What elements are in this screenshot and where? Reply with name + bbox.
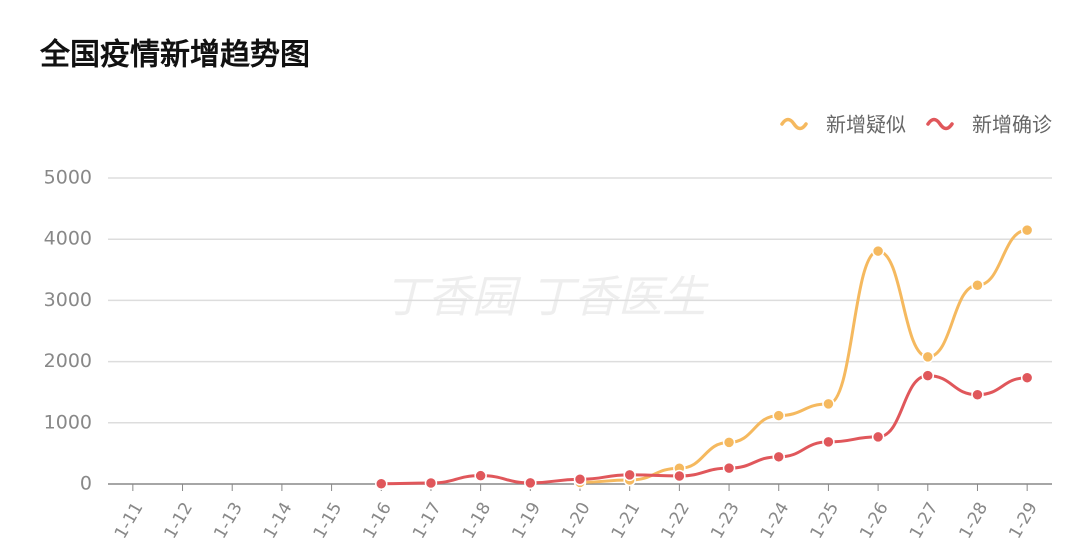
legend-icon (780, 117, 808, 131)
x-tick-label: 1-23 (707, 499, 744, 542)
data-point (673, 469, 686, 483)
x-tick-label: 1-21 (608, 499, 645, 542)
y-tick-label: 5000 (44, 167, 92, 189)
data-point (822, 397, 835, 411)
y-tick-label: 1000 (44, 411, 92, 433)
x-tick-label: 1-25 (806, 499, 843, 542)
x-tick-label: 1-20 (558, 499, 595, 542)
y-tick-label: 4000 (44, 228, 92, 250)
x-tick-label: 1-17 (409, 499, 446, 542)
data-point (375, 477, 388, 491)
data-point (722, 461, 736, 475)
data-point (772, 409, 785, 422)
data-point (1020, 223, 1034, 237)
data-point (623, 468, 636, 482)
series-line (579, 228, 1028, 484)
data-point (971, 278, 984, 292)
legend-label: 新增疑似 (826, 113, 906, 137)
chart-title: 全国疫情新增趋势图 (39, 38, 310, 73)
x-tick-label: 1-12 (161, 499, 198, 542)
data-point (871, 430, 885, 444)
watermark: 丁香园 丁香医生 (384, 272, 709, 323)
data-point (921, 369, 935, 382)
x-tick-label: 1-13 (210, 499, 247, 542)
data-point (772, 450, 785, 464)
y-tick-label: 3000 (44, 289, 92, 311)
x-tick-label: 1-27 (906, 499, 943, 542)
data-point (921, 350, 935, 364)
series-line (381, 374, 1028, 486)
x-tick-label: 1-11 (111, 499, 148, 542)
data-point (474, 469, 487, 482)
x-tick-label: 1-19 (508, 499, 545, 542)
legend-label: 新增确诊 (972, 113, 1052, 137)
legend-icon (926, 117, 954, 131)
data-point (971, 388, 984, 401)
x-tick-label: 1-24 (757, 499, 794, 542)
data-point (871, 244, 885, 258)
x-tick-label: 1-22 (657, 499, 694, 542)
x-tick-label: 1-29 (1005, 499, 1042, 542)
x-tick-label: 1-14 (260, 499, 297, 542)
data-point (573, 473, 587, 486)
x-tick-label: 1-18 (459, 499, 496, 542)
y-tick-label: 2000 (44, 350, 92, 372)
x-tick-label: 1-26 (856, 499, 893, 542)
data-point (524, 476, 537, 490)
y-tick-label: 0 (80, 473, 92, 495)
data-point (822, 435, 835, 449)
data-point (722, 436, 736, 449)
x-tick-label: 1-28 (956, 499, 993, 542)
x-tick-label: 1-15 (310, 499, 347, 542)
x-tick-label: 1-16 (359, 499, 396, 542)
data-point (1020, 371, 1034, 384)
data-point (424, 476, 438, 490)
